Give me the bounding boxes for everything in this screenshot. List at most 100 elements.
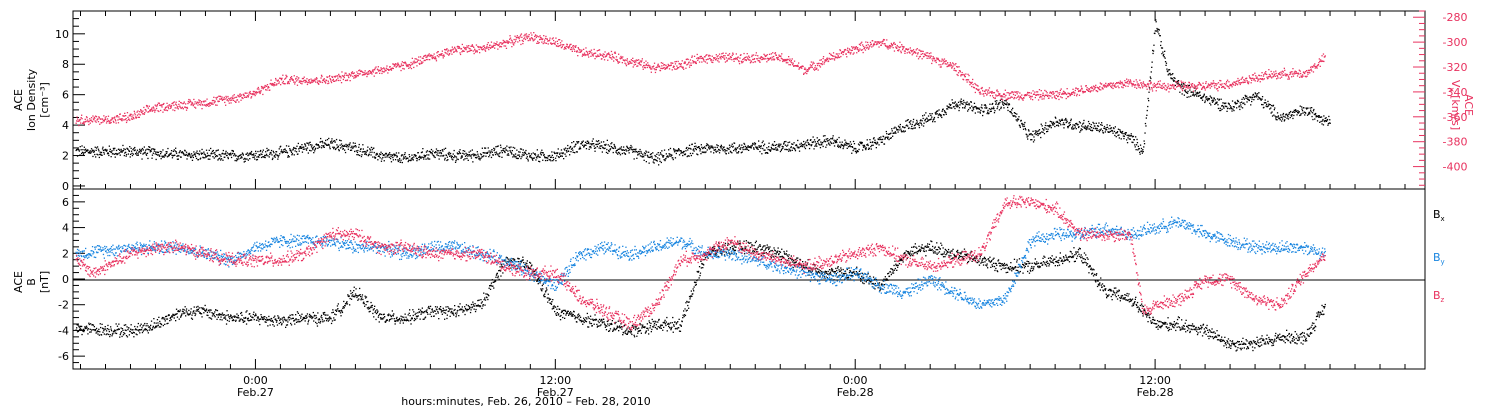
vx-point [420,62,422,65]
vx-point [571,48,573,51]
ion-density-point [375,154,377,156]
vx-point [516,35,518,37]
ion-density-point [853,143,856,145]
vx-point [99,123,101,125]
ion-density-point [89,150,91,152]
ion-density-point [490,156,493,159]
ion-density-point [1002,104,1005,106]
ion-density-point [837,146,840,148]
ion-density-point [1160,47,1163,49]
ion-density-point [1029,134,1031,136]
ion-density-point [268,156,270,158]
vx-point [482,48,484,51]
ion-density-point [193,151,195,153]
vx-point [847,51,849,53]
ion-density-point [557,152,559,154]
ion-density-point [682,154,684,157]
ion-density-point [1116,131,1119,133]
ion-density-point [932,121,934,123]
vx-point [682,66,684,68]
vx-point [744,56,747,58]
ion-density-point [243,158,245,160]
vx-point [136,114,139,116]
vx-point [638,59,640,61]
vx-point [820,59,822,61]
vx-point [344,72,346,74]
ion-density-point [745,146,747,149]
ion-density-point [1290,110,1292,113]
ion-density-point [753,148,755,150]
vx-point [768,58,770,61]
vx-point [776,57,778,60]
vx-point [710,59,712,62]
ion-density-point [190,153,193,155]
ion-density-point [778,144,780,146]
ion-density-point [1069,124,1071,126]
ion-density-point [724,149,727,151]
ion-density-point [416,160,418,162]
vx-point [125,121,128,124]
vx-point [581,49,583,51]
vx-point [656,66,658,68]
vx-point [210,103,213,105]
vx-point [220,95,222,98]
vx-point [390,68,392,70]
ion-density-point [590,143,593,145]
ion-density-point [921,120,923,122]
ion-density-point [1049,120,1051,123]
ion-density-point [1048,126,1051,128]
ion-density-point [1126,134,1128,136]
ion-density-point [1026,136,1028,138]
ion-density-point [909,123,911,125]
ion-density-point [287,155,289,157]
ion-density-point [996,107,998,110]
ion-density-point [378,155,380,157]
vx-point [311,81,313,84]
ion-density-point [1196,93,1198,95]
vx-point [881,41,883,43]
ion-density-point [949,104,951,107]
ion-density-point [464,158,466,160]
ion-density-point [762,140,764,142]
ion-density-point [203,151,205,153]
ion-density-point [1141,152,1143,154]
vx-point [167,105,169,107]
ion-density-point [890,132,892,134]
ion-density-point [609,148,612,150]
vx-point [348,76,350,79]
ion-density-point [1147,97,1149,100]
ion-density-point [845,141,847,143]
ion-density-point [873,137,875,139]
ion-density-point [1163,56,1165,58]
ion-density-point [1027,135,1029,137]
vx-point [617,62,619,64]
ion-density-point [1325,120,1328,122]
ion-density-point [253,153,255,155]
vx-point [375,66,377,68]
ion-density-point [83,146,85,148]
ion-density-point [371,148,374,151]
ion-density-point [402,154,404,156]
ion-density-point [694,142,696,144]
ion-density-point [911,125,913,128]
vx-point [275,79,277,81]
vx-point [225,104,227,106]
ion-density-point [452,153,454,155]
ion-density-point [943,110,946,112]
ion-density-point [451,155,453,158]
vx-point [395,66,398,68]
vx-point [427,58,429,61]
vx-point [320,77,322,79]
ion-density-point [856,150,858,152]
ion-density-point [336,144,338,146]
ion-density-point [1079,122,1081,124]
ion-density-point [1001,98,1003,100]
ion-density-point [1233,106,1235,108]
ion-density-point [136,149,139,151]
vx-point [419,59,421,62]
ion-density-point [608,149,610,152]
ion-density-point [809,144,811,146]
vx-point [661,65,663,67]
ion-density-point [107,152,109,154]
ion-density-point [195,157,198,160]
